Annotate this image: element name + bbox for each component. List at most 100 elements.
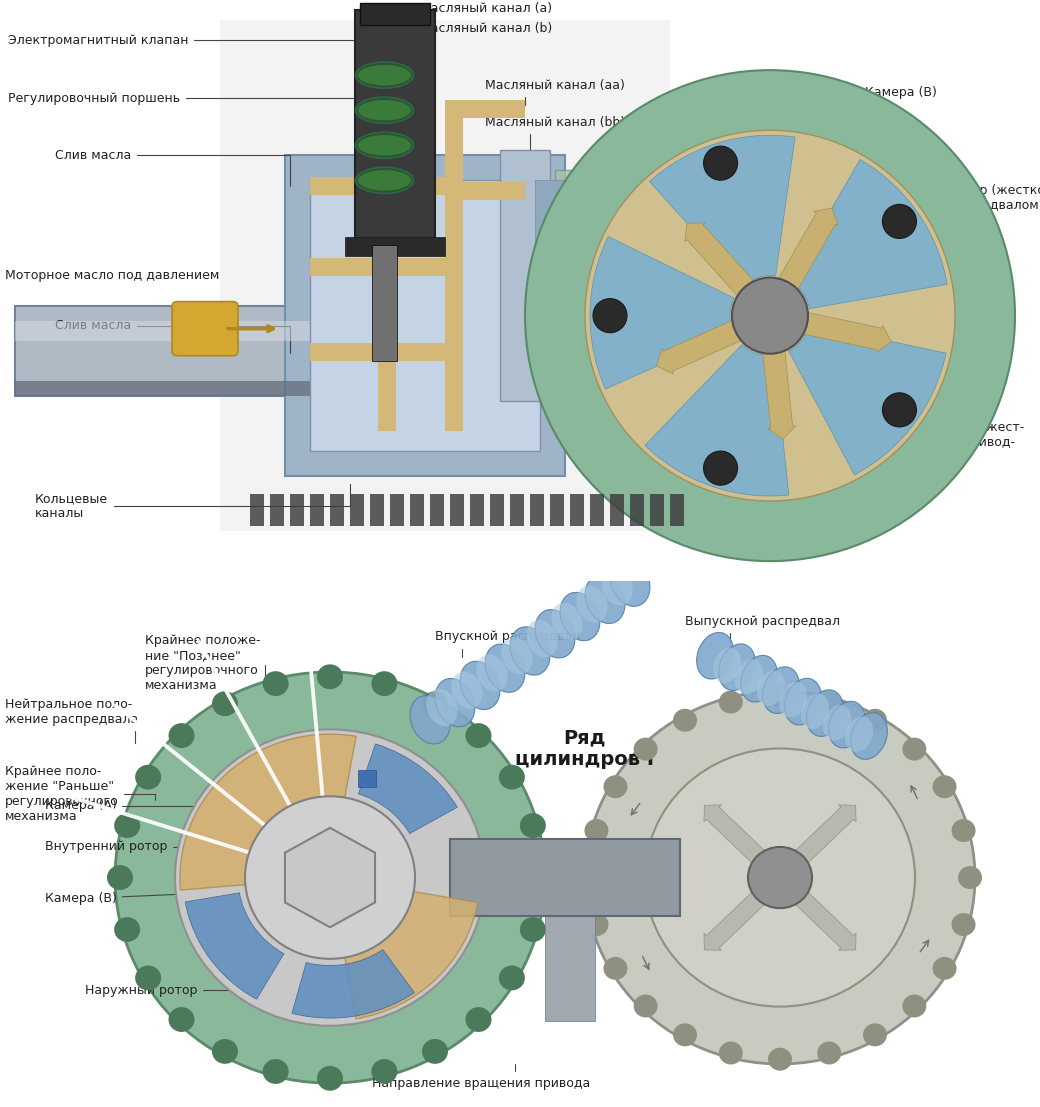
Circle shape — [633, 994, 657, 1017]
Circle shape — [748, 847, 812, 908]
Text: Нейтральное поло-
жение распредвала: Нейтральное поло- жение распредвала — [5, 697, 138, 743]
Wedge shape — [650, 135, 795, 286]
Polygon shape — [285, 828, 375, 928]
FancyBboxPatch shape — [490, 494, 504, 526]
Ellipse shape — [712, 648, 742, 683]
FancyArrow shape — [656, 310, 763, 374]
Circle shape — [768, 684, 792, 707]
Circle shape — [115, 672, 545, 1083]
Ellipse shape — [357, 64, 412, 86]
FancyBboxPatch shape — [310, 180, 540, 451]
Text: Внутренний ротор (жестко
соединен с распредвалом): Внутренний ротор (жестко соединен с расп… — [850, 185, 1040, 238]
FancyBboxPatch shape — [445, 183, 525, 200]
Ellipse shape — [740, 655, 777, 702]
Text: Масляный канал (bb): Масляный канал (bb) — [485, 116, 625, 189]
Text: Направление вращения привода: Направление вращения привода — [372, 1064, 591, 1089]
Circle shape — [732, 278, 808, 354]
FancyArrow shape — [787, 805, 856, 870]
FancyBboxPatch shape — [345, 238, 445, 256]
Wedge shape — [788, 324, 946, 475]
Circle shape — [673, 708, 697, 732]
FancyBboxPatch shape — [450, 839, 680, 915]
FancyBboxPatch shape — [550, 494, 564, 526]
FancyArrow shape — [760, 327, 796, 439]
FancyBboxPatch shape — [545, 911, 595, 1021]
Circle shape — [135, 765, 161, 789]
FancyBboxPatch shape — [270, 494, 284, 526]
FancyArrow shape — [704, 805, 773, 870]
Circle shape — [903, 994, 927, 1017]
Text: Крайнее поло-
жение "Раньше"
регулировочного
механизма: Крайнее поло- жение "Раньше" регулировоч… — [5, 765, 155, 823]
Circle shape — [903, 737, 927, 761]
Text: Масляный канал (aa): Масляный канал (aa) — [485, 79, 625, 105]
Ellipse shape — [823, 705, 851, 741]
Ellipse shape — [586, 576, 625, 623]
FancyBboxPatch shape — [350, 494, 364, 526]
Wedge shape — [359, 744, 458, 834]
Circle shape — [584, 819, 608, 842]
Text: Камера (A): Камера (A) — [833, 314, 937, 328]
FancyBboxPatch shape — [310, 343, 460, 361]
Circle shape — [520, 814, 546, 838]
Ellipse shape — [426, 689, 458, 726]
Circle shape — [768, 1047, 792, 1070]
Wedge shape — [330, 878, 477, 1018]
Circle shape — [212, 691, 238, 716]
Wedge shape — [185, 893, 284, 1000]
Circle shape — [175, 730, 485, 1026]
FancyBboxPatch shape — [445, 101, 525, 118]
FancyBboxPatch shape — [670, 494, 684, 526]
FancyArrow shape — [779, 308, 891, 353]
Circle shape — [817, 1042, 841, 1065]
Ellipse shape — [762, 666, 800, 714]
Text: Камера (B): Камера (B) — [45, 889, 297, 906]
FancyBboxPatch shape — [555, 170, 625, 391]
Ellipse shape — [357, 100, 412, 122]
Text: Впускной распредвал: Впускной распредвал — [435, 630, 580, 656]
Ellipse shape — [551, 602, 582, 640]
Circle shape — [263, 1059, 289, 1084]
Text: Внутренний ротор: Внутренний ротор — [45, 835, 295, 853]
Ellipse shape — [460, 661, 500, 710]
Ellipse shape — [435, 679, 475, 727]
Circle shape — [645, 748, 915, 1006]
FancyBboxPatch shape — [285, 155, 565, 476]
Circle shape — [466, 1007, 492, 1032]
Circle shape — [520, 917, 546, 942]
FancyBboxPatch shape — [500, 151, 550, 401]
FancyBboxPatch shape — [330, 494, 344, 526]
Circle shape — [135, 965, 161, 991]
Circle shape — [107, 866, 133, 890]
Circle shape — [719, 1042, 743, 1065]
Circle shape — [883, 393, 916, 427]
Ellipse shape — [410, 695, 450, 744]
Circle shape — [114, 814, 140, 838]
FancyArrow shape — [766, 208, 838, 311]
Ellipse shape — [697, 632, 733, 679]
Ellipse shape — [561, 592, 600, 641]
Circle shape — [578, 866, 602, 889]
Circle shape — [863, 1023, 887, 1046]
FancyArrow shape — [704, 884, 773, 950]
Text: Моторное масло под давлением: Моторное масло под давлением — [5, 269, 219, 282]
Circle shape — [952, 819, 976, 842]
Ellipse shape — [357, 134, 412, 156]
Ellipse shape — [535, 610, 575, 658]
Circle shape — [371, 671, 397, 696]
Ellipse shape — [476, 654, 508, 692]
FancyBboxPatch shape — [15, 321, 315, 341]
FancyBboxPatch shape — [290, 494, 304, 526]
Text: Электромагнитный клапан: Электромагнитный клапан — [8, 33, 365, 77]
Circle shape — [527, 866, 553, 890]
Circle shape — [114, 917, 140, 942]
Circle shape — [263, 671, 289, 696]
Circle shape — [584, 913, 608, 937]
FancyBboxPatch shape — [172, 301, 238, 355]
Ellipse shape — [829, 701, 865, 748]
FancyBboxPatch shape — [250, 494, 264, 526]
Ellipse shape — [851, 713, 887, 759]
Circle shape — [719, 691, 743, 714]
FancyBboxPatch shape — [570, 494, 584, 526]
FancyBboxPatch shape — [390, 494, 404, 526]
Circle shape — [317, 1066, 343, 1090]
